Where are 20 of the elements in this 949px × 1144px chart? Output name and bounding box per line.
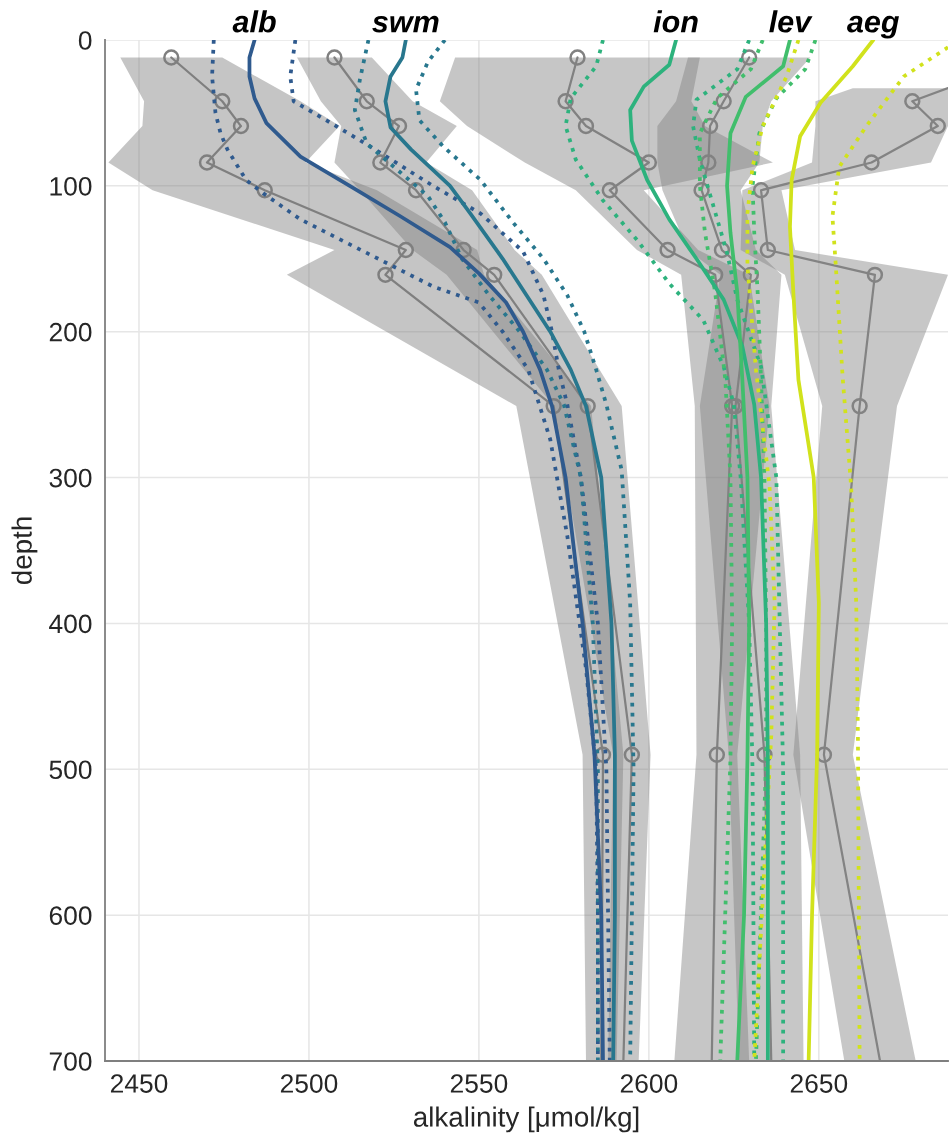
series-label: ion [653,10,698,33]
series-label: lev [769,10,813,33]
y-tick-label: 500 [49,760,92,780]
x-tick-label: 2550 [450,1074,508,1093]
series-label: alb [232,10,276,33]
x-tick-label: 2600 [620,1074,678,1093]
y-tick-label: 400 [49,614,92,634]
y-tick-label: 600 [49,906,92,925]
y-tick-label: 0 [78,31,92,50]
y-axis-title: depth [11,517,38,585]
series-label: swm [372,15,439,33]
series-label: aeg [847,15,900,39]
y-tick-label: 100 [50,176,92,196]
x-tick-label: 2500 [280,1074,338,1093]
y-tick-label: 300 [49,468,92,488]
x-tick-label: 2450 [110,1074,168,1093]
y-tick-label: 700 [49,1052,92,1071]
x-axis-title: alkalinity [μmol/kg] [413,1106,639,1133]
y-tick-label: 200 [49,322,92,342]
x-tick-label: 2650 [790,1074,848,1093]
